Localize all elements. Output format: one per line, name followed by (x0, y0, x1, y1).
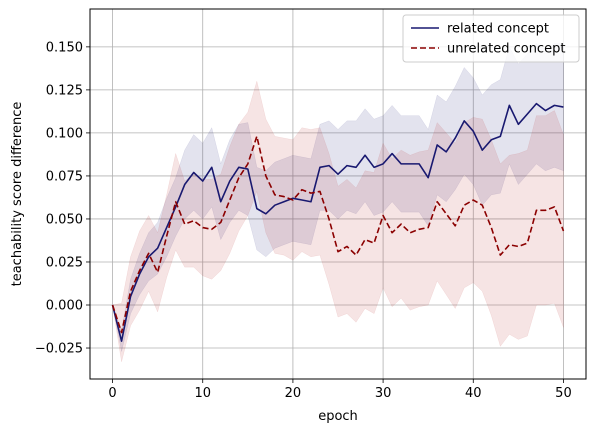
x-tick-label: 20 (285, 386, 302, 401)
legend-label-series-2: unrelated concept (447, 42, 565, 57)
x-tick-label: 10 (194, 386, 211, 401)
y-tick-label: 0.050 (46, 212, 83, 227)
series-lines (111, 102, 565, 342)
y-tick-label: 0.025 (46, 255, 83, 270)
grid (90, 9, 586, 379)
legend-box (402, 14, 580, 63)
x-tick-label: 40 (465, 386, 482, 401)
x-tick-label: 30 (375, 386, 392, 401)
y-tick-label: 0.150 (46, 40, 83, 55)
series-line-1 (111, 102, 564, 342)
plot-frame (89, 8, 587, 380)
legend-label-series-1: related concept (447, 22, 549, 37)
y-tick-label: 0.000 (46, 299, 83, 314)
x-tick-label: 50 (555, 386, 572, 401)
y-tick-label: 0.075 (46, 169, 83, 184)
axis-ticks: 0 10 20 30 40 50 −0.025 0.000 0.025 0.050 0.075 0.1… (35, 40, 572, 401)
legend: related concept unrelated concept (402, 14, 580, 63)
x-axis-label: epoch (318, 409, 358, 424)
x-tick-label: 0 (108, 386, 116, 401)
y-tick-label: −0.025 (35, 342, 83, 357)
series-line-2 (111, 135, 565, 334)
y-tick-label: 0.125 (46, 83, 83, 98)
y-tick-label: 0.100 (46, 126, 83, 141)
y-axis-label: teachability score difference (10, 102, 25, 287)
